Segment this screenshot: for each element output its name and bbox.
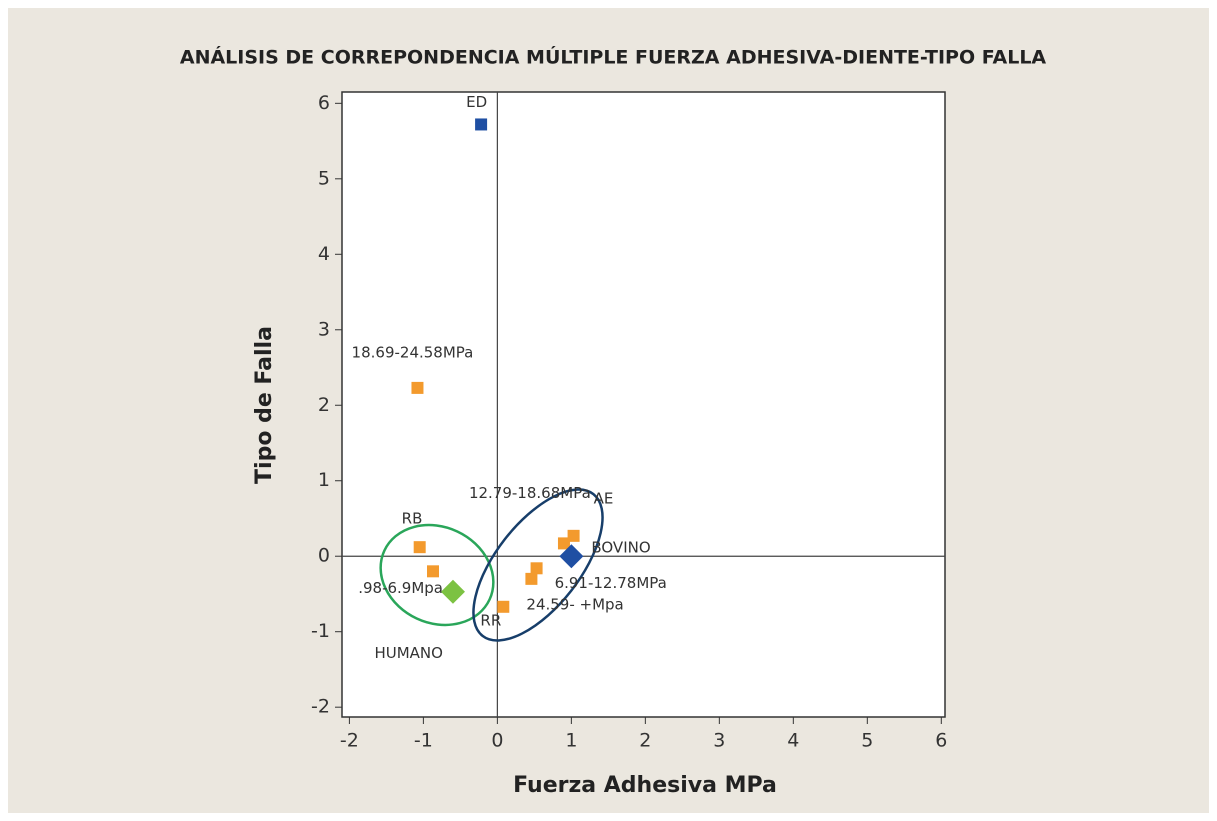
point (497, 600, 510, 613)
point (475, 118, 488, 131)
point (411, 381, 424, 394)
point-label: 12.79-18.68MPa (469, 484, 591, 502)
x-tick-label: -1 (414, 730, 433, 752)
point-label: .98-6.9Mpa (358, 579, 443, 597)
point-label: ED (466, 93, 487, 111)
y-tick-label: 1 (318, 469, 330, 491)
point (559, 544, 584, 569)
point (530, 562, 543, 575)
point-label: BOVINO (591, 539, 650, 557)
point-label: HUMANO (374, 644, 443, 662)
y-tick-label: 3 (318, 318, 330, 340)
x-tick-label: 0 (491, 730, 503, 752)
point-label: AE (594, 489, 614, 507)
group-ellipse (472, 488, 604, 642)
point (557, 537, 570, 550)
y-tick-label: 6 (318, 92, 330, 114)
x-tick-label: 4 (787, 730, 799, 752)
y-tick-label: -1 (311, 620, 330, 642)
y-tick-label: 0 (318, 545, 330, 567)
x-tick-label: 6 (935, 730, 947, 752)
point (440, 579, 465, 604)
point (525, 572, 538, 585)
x-tick-label: 2 (639, 730, 651, 752)
chart-title: ANÁLISIS DE CORREPONDENCIA MÚLTIPLE FUER… (180, 45, 1047, 69)
x-axis-label: Fuerza Adhesiva MPa (513, 773, 777, 798)
y-tick-label: 2 (318, 394, 330, 416)
x-tick-label: 5 (861, 730, 873, 752)
x-tick-label: 1 (565, 730, 577, 752)
point (567, 529, 580, 542)
point-label: 6.91-12.78MPa (555, 574, 667, 592)
point (427, 565, 440, 578)
x-tick-label: -2 (340, 730, 359, 752)
y-tick-label: 4 (318, 243, 330, 265)
point-label: RR (480, 611, 501, 629)
y-tick-label: -2 (311, 696, 330, 718)
point-label: 24.59- +Mpa (526, 595, 623, 613)
group-ellipse (379, 523, 495, 627)
plot-area (341, 91, 946, 718)
x-tick-label: 3 (713, 730, 725, 752)
point (413, 541, 426, 554)
y-axis-label: Tipo de Falla (252, 326, 277, 484)
point-label: RB (402, 510, 423, 528)
y-tick-label: 5 (318, 167, 330, 189)
point-label: 18.69-24.58MPa (352, 343, 474, 361)
